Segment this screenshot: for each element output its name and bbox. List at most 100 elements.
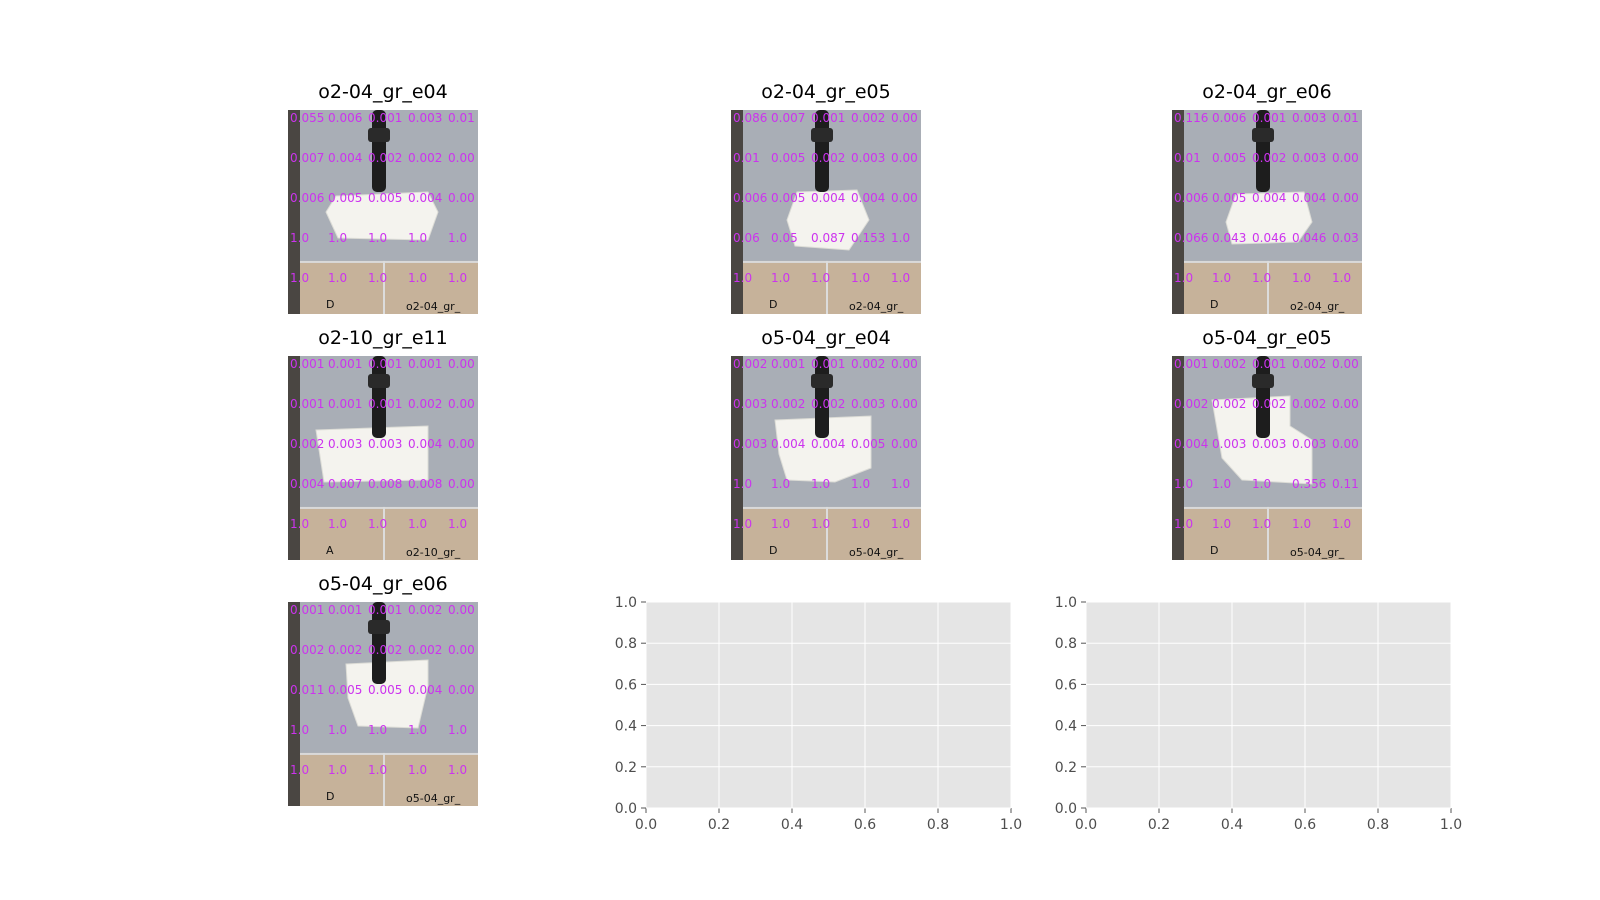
- panel-image: 0.055 0.006 0.001 0.003 0.01 0.007 0.004 0.002 0…: [288, 110, 478, 314]
- cloth-shape: [345, 659, 429, 729]
- overlay-grid-value: 1.0: [1174, 271, 1193, 285]
- overlay-grid-value: 0.002: [408, 151, 442, 165]
- overlay-grid-value: 1.0: [328, 517, 347, 531]
- overlay-grid-value: 0.00: [1332, 437, 1359, 451]
- overlay-grid-value: 1.0: [328, 271, 347, 285]
- cloth-shape: [774, 415, 872, 483]
- overlay-grid-value: 1.0: [328, 231, 347, 245]
- overlay-grid-value: 0.004: [1174, 437, 1208, 451]
- overlay-grid-value: 0.001: [811, 111, 845, 125]
- overlay-grid-value: 0.008: [368, 477, 402, 491]
- overlay-grid-value: 0.055: [290, 111, 324, 125]
- corner-label: o2-04_gr_: [1290, 300, 1345, 313]
- overlay-grid-value: 1.0: [1252, 477, 1271, 491]
- x-tick-label: 0.0: [635, 817, 657, 833]
- cloth-shape: [1211, 395, 1313, 485]
- overlay-grid-value: 1.0: [891, 477, 910, 491]
- overlay-grid-value: 0.006: [290, 191, 324, 205]
- overlay-grid-value: 0.003: [1292, 111, 1326, 125]
- overlay-grid-value: 1.0: [1212, 517, 1231, 531]
- overlay-grid-value: 1.0: [368, 723, 387, 737]
- overlay-grid-value: 1.0: [771, 271, 790, 285]
- overlay-grid-value: 1.0: [733, 517, 752, 531]
- panel-title: o5-04_gr_e06: [318, 573, 448, 595]
- corner-label: o5-04_gr_: [406, 792, 461, 805]
- y-tick-label: 0.8: [615, 636, 637, 652]
- overlay-grid-value: 0.001: [408, 357, 442, 371]
- y-tick-label: 0.2: [1055, 760, 1077, 776]
- x-tick-label: 1.0: [1440, 817, 1462, 833]
- left-frame-strip: [288, 602, 300, 806]
- panel-image: 0.086 0.007 0.001 0.002 0.00 0.01 0.005 0.002 0.…: [731, 110, 921, 314]
- overlay-grid-value: 0.001: [328, 397, 362, 411]
- overlay-grid-value: 0.002: [290, 643, 324, 657]
- overlay-grid-value: 0.001: [1174, 357, 1208, 371]
- overlay-grid-value: 0.003: [408, 111, 442, 125]
- overlay-grid-value: 0.002: [771, 397, 805, 411]
- overlay-grid-value: 1.0: [1252, 517, 1271, 531]
- overlay-grid-value: 0.01: [1332, 111, 1359, 125]
- overlay-grid-value: 1.0: [448, 231, 467, 245]
- overlay-grid-value: 0.002: [408, 603, 442, 617]
- cloth-shape: [325, 191, 439, 241]
- overlay-grid-value: 1.0: [328, 723, 347, 737]
- overlay-grid-value: 1.0: [448, 517, 467, 531]
- corner-letter: D: [1210, 544, 1218, 557]
- x-tick-label: 0.8: [927, 817, 949, 833]
- overlay-grid-value: 0.001: [811, 357, 845, 371]
- overlay-grid-value: 0.006: [328, 111, 362, 125]
- overlay-grid-value: 0.007: [290, 151, 324, 165]
- y-tick-label: 0.4: [615, 719, 637, 735]
- left-frame-strip: [1172, 356, 1184, 560]
- overlay-grid-value: 0.066: [1174, 231, 1208, 245]
- overlay-grid-value: 0.006: [733, 191, 767, 205]
- overlay-grid-value: 0.002: [811, 151, 845, 165]
- corner-letter: D: [326, 790, 334, 803]
- left-frame-strip: [288, 356, 300, 560]
- gripper-clip: [368, 128, 390, 142]
- overlay-grid-value: 0.05: [771, 231, 798, 245]
- overlay-grid-value: 0.086: [733, 111, 767, 125]
- corner-label: o2-04_gr_: [406, 300, 461, 313]
- y-tick-label: 0.8: [1055, 636, 1077, 652]
- cloth-shape: [315, 425, 429, 483]
- overlay-grid-value: 0.002: [328, 643, 362, 657]
- y-tick-label: 0.0: [615, 801, 637, 817]
- x-tick-label: 0.6: [1294, 817, 1316, 833]
- overlay-grid-value: 0.116: [1174, 111, 1208, 125]
- overlay-grid-value: 0.004: [811, 191, 845, 205]
- overlay-grid-value: 1.0: [290, 517, 309, 531]
- overlay-grid-value: 0.00: [448, 643, 475, 657]
- left-frame-strip: [731, 110, 743, 314]
- cloth-shape: [786, 189, 870, 251]
- overlay-grid-value: 0.001: [368, 397, 402, 411]
- overlay-grid-value: 0.003: [851, 397, 885, 411]
- panel-image: 0.001 0.002 0.001 0.002 0.00 0.002 0.002 0.002 0…: [1172, 356, 1362, 560]
- x-tick-label: 0.4: [781, 817, 803, 833]
- overlay-grid-value: 0.003: [733, 437, 767, 451]
- overlay-grid-value: 0.00: [448, 683, 475, 697]
- overlay-grid-value: 1.0: [891, 271, 910, 285]
- axes-background: [1086, 602, 1451, 808]
- overlay-grid-value: 0.00: [891, 151, 918, 165]
- overlay-grid-value: 1.0: [328, 763, 347, 777]
- gripper-clip: [1252, 128, 1274, 142]
- panel-title: o2-04_gr_e05: [761, 81, 891, 103]
- overlay-grid-value: 1.0: [733, 271, 752, 285]
- cloth-shape: [1225, 191, 1313, 245]
- overlay-grid-value: 0.356: [1292, 477, 1326, 491]
- overlay-grid-value: 1.0: [368, 517, 387, 531]
- overlay-grid-value: 1.0: [771, 517, 790, 531]
- floor-seam: [1267, 506, 1269, 560]
- overlay-grid-value: 0.005: [328, 191, 362, 205]
- overlay-grid-value: 0.003: [328, 437, 362, 451]
- overlay-grid-value: 1.0: [1252, 271, 1271, 285]
- overlay-grid-value: 0.00: [891, 191, 918, 205]
- overlay-grid-value: 0.002: [408, 643, 442, 657]
- overlay-grid-value: 0.006: [1174, 191, 1208, 205]
- overlay-grid-value: 0.00: [1332, 151, 1359, 165]
- overlay-grid-value: 0.087: [811, 231, 845, 245]
- left-frame-strip: [288, 110, 300, 314]
- overlay-grid-value: 0.001: [328, 603, 362, 617]
